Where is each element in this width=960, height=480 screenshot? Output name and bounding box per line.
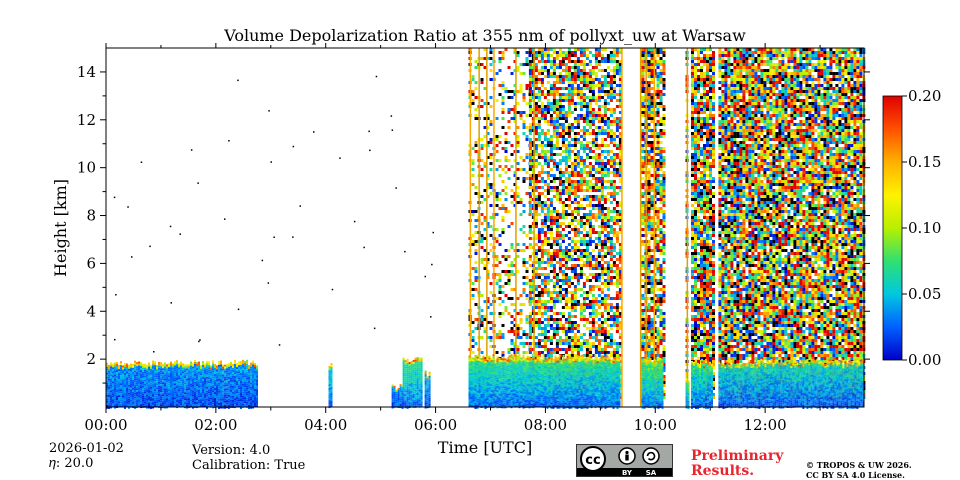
boundary-layer-0	[106, 359, 258, 409]
eta-text: 𝜂: 20.0	[49, 456, 94, 471]
x-tick-label: 12:00	[744, 416, 787, 434]
boundary-layer-2	[391, 384, 404, 409]
depol-heatmap	[106, 48, 866, 409]
preliminary-line-2: Results.	[691, 463, 755, 479]
colorbar-ticks: 0.00 0.05 0.10 0.15 0.20	[902, 87, 941, 369]
calibration-text: Calibration: True	[192, 458, 306, 473]
boundary-layer-3	[402, 357, 423, 409]
boundary-layer-1	[328, 363, 333, 409]
y-axis-label: Height [km]	[51, 179, 70, 277]
y-tick-label: 8	[86, 207, 96, 225]
copyright-line-1: © TROPOS & UW 2026.	[806, 460, 912, 470]
chart-title: Volume Depolarization Ratio at 355 nm of…	[223, 26, 746, 45]
vertical-streak	[639, 48, 642, 407]
x-tick-label: 02:00	[194, 416, 237, 434]
vertical-streak	[469, 48, 472, 407]
vertical-streak	[493, 48, 495, 407]
x-axis: 00:00 02:00 04:00 06:00 08:00 10:00 12:00	[84, 43, 821, 434]
vertical-streak	[645, 48, 647, 407]
cc-icon-text: cc	[585, 453, 600, 468]
x-axis-label: Time [UTC]	[438, 438, 532, 457]
preliminary-line-1: Preliminary	[691, 448, 784, 464]
preliminary-notice: Preliminary Results.	[691, 449, 783, 479]
y-tick-label: 12	[77, 111, 96, 129]
colorbar	[882, 95, 903, 361]
y-tick-label: 10	[77, 159, 96, 177]
boundary-layer-8	[691, 358, 713, 409]
vertical-streak	[533, 48, 535, 407]
y-axis: 2 4 6 8 10 12 14	[77, 63, 870, 384]
date-block: 2026-01-02 𝜂: 20.0	[49, 441, 124, 471]
boundary-layer-5	[468, 353, 621, 409]
y-tick-label: 14	[77, 63, 96, 81]
y-tick-label: 6	[86, 254, 96, 272]
colorbar-tick-label: 0.00	[908, 351, 941, 369]
boundary-layer-4	[424, 370, 431, 409]
boundary-layer-6	[641, 356, 664, 409]
x-tick-label: 10:00	[634, 416, 677, 434]
copyright-notice: © TROPOS & UW 2026. CC BY SA 4.0 License…	[806, 460, 912, 480]
y-tick-label: 2	[86, 350, 96, 368]
sparse-noise-dots	[113, 75, 434, 353]
boundary-layer-9	[718, 358, 865, 409]
colorbar-tick-label: 0.20	[908, 87, 941, 105]
version-block: Version: 4.0 Calibration: True	[192, 443, 305, 473]
cc-license-badge: cc BY SA	[576, 444, 673, 477]
vertical-streak	[621, 48, 623, 407]
x-tick-label: 04:00	[304, 416, 347, 434]
plot-frame	[105, 47, 865, 408]
vertical-streak	[486, 48, 488, 407]
vertical-streak	[478, 48, 480, 407]
colorbar-tick-label: 0.15	[908, 153, 941, 171]
by-label: BY	[622, 469, 633, 476]
x-tick-label: 00:00	[84, 416, 127, 434]
vertical-streak	[515, 48, 517, 407]
version-text: Version: 4.0	[192, 443, 271, 458]
colorbar-tick-label: 0.05	[908, 285, 941, 303]
vertical-streak	[653, 48, 656, 407]
date-text: 2026-01-02	[49, 441, 124, 456]
x-tick-label: 08:00	[524, 416, 567, 434]
y-tick-label: 4	[86, 302, 96, 320]
sa-icon	[642, 447, 660, 465]
copyright-line-2: CC BY SA 4.0 License.	[806, 470, 905, 480]
sa-label: SA	[646, 469, 657, 476]
x-tick-label: 06:00	[414, 416, 457, 434]
cc-icon	[580, 446, 606, 472]
vertical-streak	[686, 48, 689, 407]
colorbar-tick-label: 0.10	[908, 219, 941, 237]
boundary-layer-7	[685, 378, 690, 409]
